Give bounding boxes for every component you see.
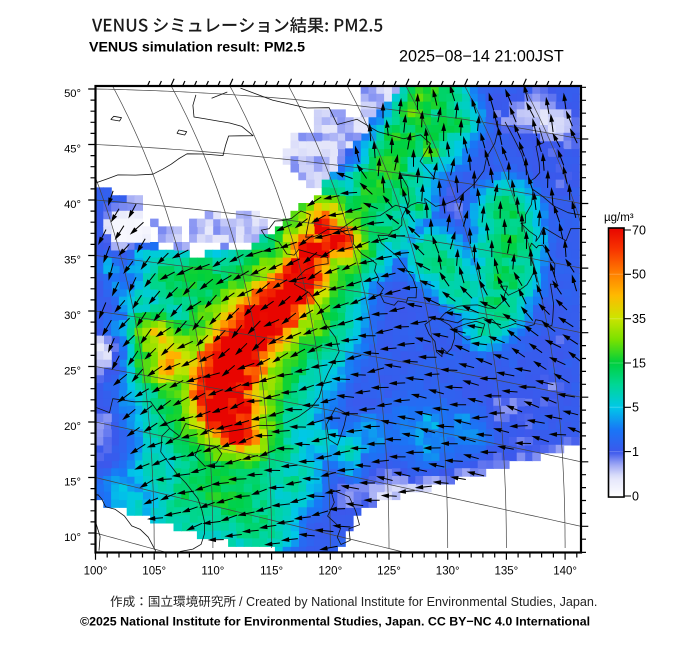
svg-text:15°: 15°: [64, 477, 81, 489]
svg-text:5: 5: [632, 401, 639, 415]
svg-text:70: 70: [632, 223, 646, 237]
svg-text:2025−08−14 21:00JST: 2025−08−14 21:00JST: [399, 48, 564, 66]
svg-text:100°: 100°: [84, 566, 108, 578]
svg-text:µg/m³: µg/m³: [604, 212, 634, 224]
svg-text:15: 15: [632, 356, 646, 370]
svg-text:25°: 25°: [64, 366, 81, 378]
svg-text:20°: 20°: [64, 421, 81, 433]
svg-text:0: 0: [632, 489, 639, 503]
svg-text:©2025 National Institute for E: ©2025 National Institute for Environment…: [80, 615, 590, 629]
svg-text:10°: 10°: [64, 532, 81, 544]
svg-text:45°: 45°: [64, 144, 81, 156]
svg-text:50: 50: [632, 268, 646, 282]
svg-text:1: 1: [632, 445, 639, 459]
svg-text:130°: 130°: [436, 566, 460, 578]
svg-text:VENUS simulation result: PM2.5: VENUS simulation result: PM2.5: [89, 40, 305, 56]
svg-text:135°: 135°: [495, 566, 519, 578]
svg-text:115°: 115°: [260, 566, 283, 578]
svg-text:40°: 40°: [64, 199, 81, 211]
svg-text:30°: 30°: [64, 310, 81, 322]
svg-text:120°: 120°: [318, 566, 342, 578]
svg-text:35°: 35°: [64, 255, 81, 267]
svg-text:105°: 105°: [142, 566, 166, 578]
svg-text:50°: 50°: [64, 88, 81, 100]
svg-text:/ Created by National Institut: / Created by National Institute for Envi…: [239, 595, 597, 609]
svg-text:140°: 140°: [553, 566, 577, 578]
svg-text:110°: 110°: [201, 566, 224, 578]
svg-text:125°: 125°: [377, 566, 401, 578]
svg-text:35: 35: [632, 312, 646, 326]
